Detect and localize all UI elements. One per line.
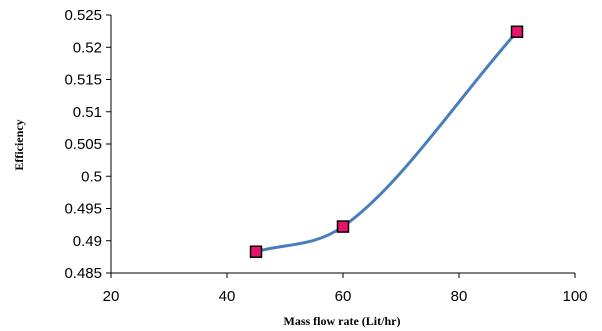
tick-labels: 0.485 0.49 0.495 0.5 0.505 0.51 0.515 0.52 0.525…	[64, 7, 587, 305]
y-tick-label: 0.51	[73, 104, 102, 121]
y-tick-label: 0.485	[64, 265, 102, 282]
y-tick-label: 0.5	[81, 168, 102, 185]
data-point-marker	[336, 220, 350, 233]
x-tick-label: 20	[103, 288, 120, 305]
x-tick-label: 60	[335, 288, 352, 305]
data-point-marker	[249, 245, 263, 258]
y-tick-label: 0.505	[64, 136, 102, 153]
y-tick-label: 0.49	[73, 233, 102, 250]
series-line	[254, 30, 519, 254]
x-tick-label: 80	[451, 288, 468, 305]
data-point-marker	[510, 25, 524, 39]
y-tick-label: 0.525	[64, 7, 102, 24]
y-axis-title: Efficiency	[12, 119, 26, 170]
series	[249, 25, 524, 258]
x-axis-title: Mass flow rate (Lit/hr)	[284, 314, 401, 328]
x-tick-label: 100	[562, 288, 587, 305]
x-tick-label: 40	[219, 288, 236, 305]
y-tick-label: 0.495	[64, 201, 102, 218]
y-tick-label: 0.52	[73, 39, 102, 56]
y-tick-label: 0.515	[64, 72, 102, 89]
axes	[106, 14, 576, 278]
